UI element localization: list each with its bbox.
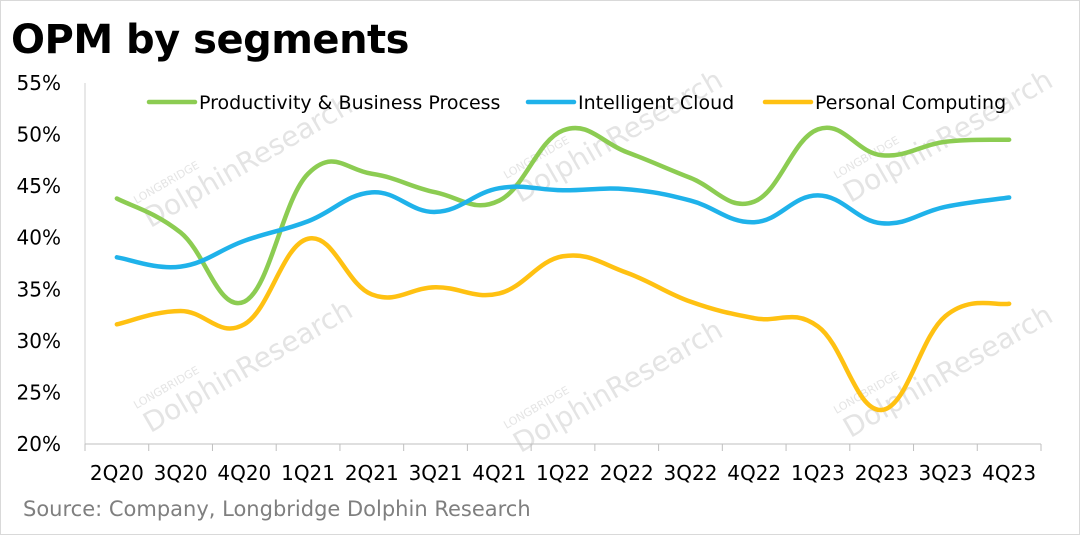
x-tick-label: 2Q20: [90, 461, 144, 485]
source-note: Source: Company, Longbridge Dolphin Rese…: [23, 497, 531, 521]
y-tick-label: 55%: [17, 71, 61, 95]
legend-label-2: Personal Computing: [815, 92, 1006, 114]
y-tick-label: 30%: [17, 329, 61, 353]
legend-label-0: Productivity & Business Process: [199, 92, 500, 114]
x-tick-label: 1Q22: [536, 461, 590, 485]
x-tick-labels: 2Q20 3Q20 4Q20 1Q21 2Q21 3Q21 4Q21 1Q22 2Q22 3Q22…: [90, 461, 1036, 485]
page-title: OPM by segments: [11, 17, 409, 63]
series-line-0: [114, 125, 1012, 306]
y-tick-label: 35%: [17, 277, 61, 301]
x-tick-label: 3Q21: [409, 461, 463, 485]
x-tick-label: 2Q23: [855, 461, 909, 485]
y-tick-labels: 20% 25% 30% 35% 40% 45% 50% 55%: [17, 71, 61, 456]
x-tick-label: 2Q21: [345, 461, 399, 485]
watermark-name: DolphinResearch: [507, 313, 728, 460]
y-tick-label: 40%: [17, 226, 61, 250]
series-lines: [114, 125, 1012, 413]
y-tick-label: 45%: [17, 174, 61, 198]
y-tick-label: 25%: [17, 380, 61, 404]
x-tick-label: 2Q22: [600, 461, 654, 485]
x-tick-label: 4Q21: [472, 461, 526, 485]
y-tick-label: 50%: [17, 123, 61, 147]
x-tick-label: 3Q22: [664, 461, 718, 485]
watermark-name: DolphinResearch: [137, 293, 358, 440]
x-tick-label: 1Q23: [791, 461, 845, 485]
x-tick-label: 3Q20: [154, 461, 208, 485]
x-tick-label: 4Q23: [982, 461, 1036, 485]
watermark-name: DolphinResearch: [837, 298, 1058, 445]
watermark-name: DolphinResearch: [837, 63, 1058, 210]
axes: [84, 83, 1042, 451]
y-tick-label: 20%: [17, 432, 61, 456]
series-line-2: [114, 236, 1012, 413]
legend: Productivity & Business Process Intellige…: [146, 92, 1006, 114]
x-tick-label: 4Q20: [217, 461, 271, 485]
x-tick-label: 1Q21: [281, 461, 335, 485]
legend-label-1: Intelligent Cloud: [578, 92, 734, 114]
x-tick-label: 4Q22: [727, 461, 781, 485]
x-tick-label: 3Q23: [918, 461, 972, 485]
series-line-1: [114, 184, 1012, 270]
